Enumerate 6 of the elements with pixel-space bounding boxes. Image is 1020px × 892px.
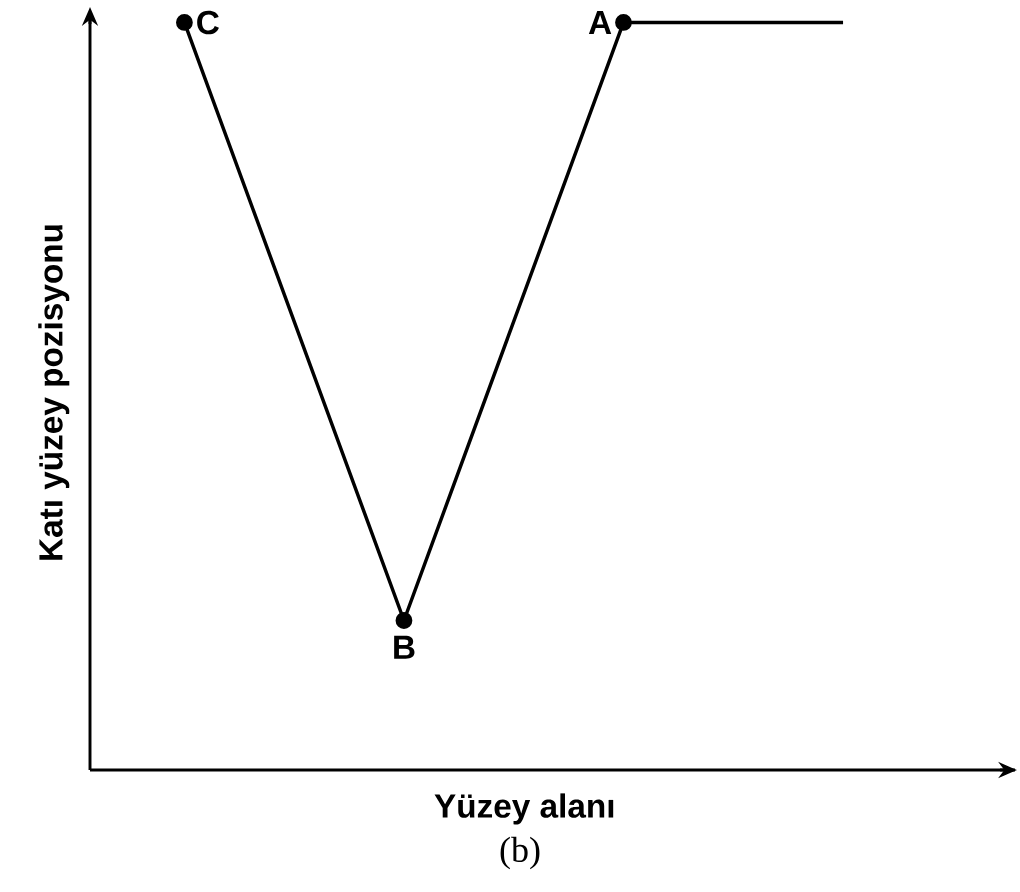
annotation: B (394, 635, 415, 659)
annotation: A (588, 10, 612, 34)
y-axis-title: Katı yüzey pozisyonu (38, 225, 70, 560)
x-axis-title: Yüzey alanı (434, 793, 614, 825)
annotation: C (197, 10, 219, 35)
text: (b) (500, 836, 540, 870)
